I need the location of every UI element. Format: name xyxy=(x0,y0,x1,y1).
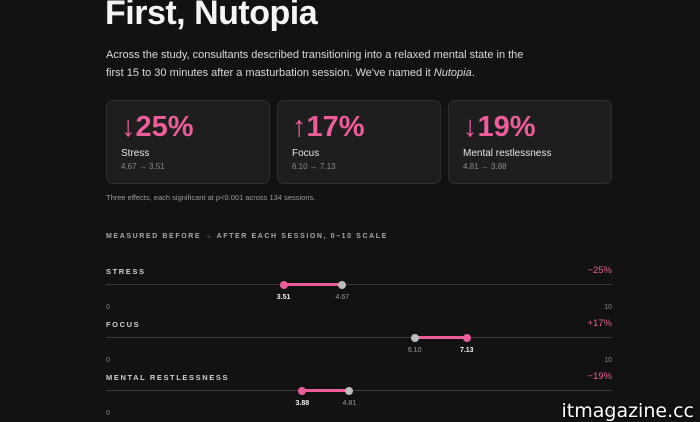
stat-range: 4.67 → 3.51 xyxy=(121,162,165,171)
stat-value: ↓25% xyxy=(121,111,194,144)
after-value: 3.88 xyxy=(295,400,310,407)
change-segment xyxy=(283,283,343,286)
stat-label: Focus xyxy=(292,148,320,159)
stat-value: ↓19% xyxy=(463,111,536,144)
scale-min: 0 xyxy=(106,357,110,364)
change-segment xyxy=(302,389,350,392)
metric-row-restlessness: MENTAL RESTLESSNESS −19% 4.81 3.88 0 10 xyxy=(106,371,612,419)
stat-cards: ↓25% Stress 4.67 → 3.51 ↑17% Focus 6.10 … xyxy=(106,100,612,184)
stat-label: Stress xyxy=(121,148,150,159)
stat-card-restlessness: ↓19% Mental restlessness 4.81 → 3.88 xyxy=(448,100,612,184)
stat-card-focus: ↑17% Focus 6.10 → 7.13 xyxy=(277,100,441,184)
metric-name: MENTAL RESTLESSNESS xyxy=(106,373,230,382)
metric-name: STRESS xyxy=(106,267,146,276)
stat-percent: 19% xyxy=(477,111,536,143)
scale-max: 10 xyxy=(604,410,612,417)
significance-note: Three effects, each significant at p<0.0… xyxy=(106,193,316,202)
section-label: MEASURED BEFORE → AFTER EACH SESSION, 0–… xyxy=(106,233,388,240)
before-dot xyxy=(345,386,354,395)
stat-percent: 17% xyxy=(306,111,365,143)
stat-range: 4.81 → 3.88 xyxy=(463,162,507,171)
page-title: First, Nutopia xyxy=(105,0,318,32)
intro-paragraph: Across the study, consultants described … xyxy=(106,46,536,82)
after-dot xyxy=(279,280,288,289)
watermark: itmagazine.cc xyxy=(561,400,695,422)
before-value: 4.81 xyxy=(342,400,357,407)
intro-end: . xyxy=(471,67,475,79)
stat-label: Mental restlessness xyxy=(463,148,552,159)
arrow-down-icon: ↓ xyxy=(463,111,478,143)
metric-track xyxy=(106,390,612,391)
scale-min: 0 xyxy=(106,410,110,417)
intro-emphasis: Nutopia xyxy=(433,67,472,79)
before-value: 4.67 xyxy=(335,294,350,301)
arrow-up-icon: ↑ xyxy=(292,111,307,143)
metric-track xyxy=(106,284,612,285)
scale-min: 0 xyxy=(106,304,110,311)
after-dot xyxy=(462,333,471,342)
stat-range: 6.10 → 7.13 xyxy=(292,162,336,171)
metric-name: FOCUS xyxy=(106,320,141,329)
metric-row-focus: FOCUS +17% 6.10 7.13 0 10 xyxy=(106,318,612,366)
stat-card-stress: ↓25% Stress 4.67 → 3.51 xyxy=(106,100,270,184)
after-dot xyxy=(298,386,307,395)
scale-max: 10 xyxy=(604,304,612,311)
metric-track xyxy=(106,337,612,338)
scale-max: 10 xyxy=(604,357,612,364)
after-value: 3.51 xyxy=(276,294,291,301)
metric-change: −25% xyxy=(587,265,612,276)
after-value: 7.13 xyxy=(459,347,474,354)
stat-percent: 25% xyxy=(135,111,194,143)
before-dot xyxy=(338,280,347,289)
arrow-down-icon: ↓ xyxy=(121,111,136,143)
metric-change: +17% xyxy=(587,318,612,329)
metric-change: −19% xyxy=(587,371,612,382)
stat-value: ↑17% xyxy=(292,111,365,144)
before-value: 6.10 xyxy=(407,347,422,354)
metric-row-stress: STRESS −25% 4.67 3.51 0 10 xyxy=(106,265,612,313)
before-dot xyxy=(410,333,419,342)
intro-text: Across the study, consultants described … xyxy=(106,49,524,79)
change-segment xyxy=(414,336,467,339)
